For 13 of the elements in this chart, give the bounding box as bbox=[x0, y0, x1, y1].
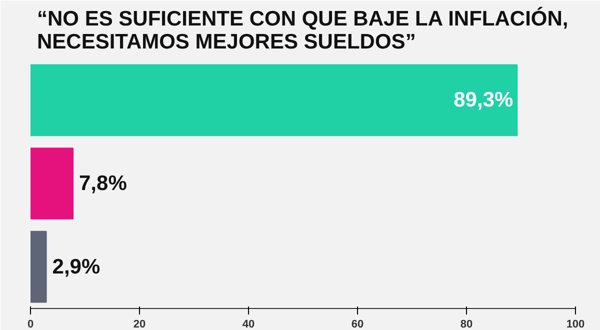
chart-title: “NO ES SUFICIENTE CON QUE BAJE LA INFLACIÓN, NECESITAMOS MEJORES SUELDOS” bbox=[36, 6, 568, 54]
data-label: 2,9% bbox=[52, 255, 100, 278]
bar bbox=[30, 230, 47, 303]
data-label: 7,8% bbox=[79, 172, 128, 195]
x-tick-label: 20 bbox=[133, 318, 146, 330]
bar bbox=[30, 64, 518, 136]
x-tick-label: 60 bbox=[351, 318, 364, 330]
data-label: 89,3% bbox=[454, 88, 514, 112]
bar bbox=[30, 148, 74, 220]
x-tick-label: 0 bbox=[27, 318, 34, 330]
x-tick-label: 100 bbox=[566, 318, 585, 330]
x-tick-label: 80 bbox=[460, 318, 473, 330]
x-tick-label: 40 bbox=[242, 318, 255, 330]
